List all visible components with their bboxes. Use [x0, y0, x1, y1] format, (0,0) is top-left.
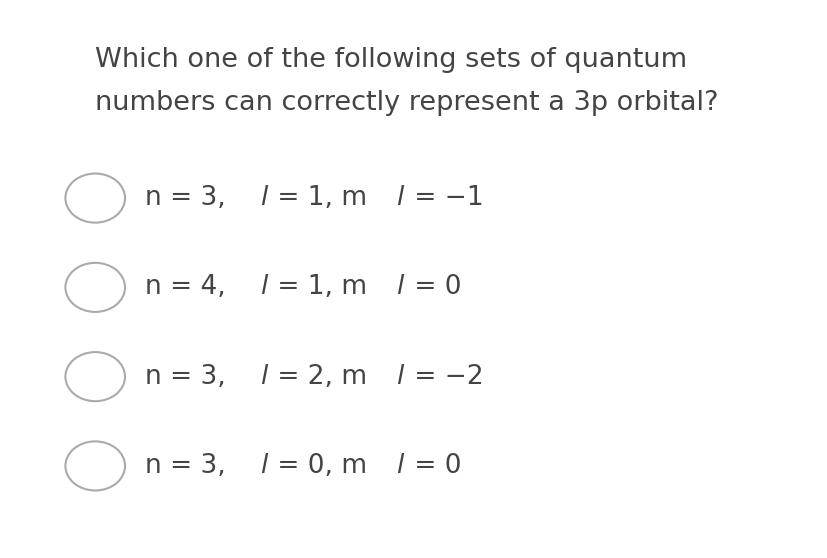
- Text: = 0: = 0: [405, 453, 461, 479]
- Text: = 0, m: = 0, m: [269, 453, 367, 479]
- Text: l: l: [395, 275, 403, 300]
- Text: l: l: [260, 364, 267, 389]
- Text: = −1: = −1: [405, 185, 483, 211]
- Text: Which one of the following sets of quantum: Which one of the following sets of quant…: [95, 47, 686, 74]
- Text: n = 3,: n = 3,: [145, 453, 234, 479]
- Text: n = 3,: n = 3,: [145, 185, 234, 211]
- Text: numbers can correctly represent a 3p orbital?: numbers can correctly represent a 3p orb…: [95, 90, 718, 117]
- Text: = 2, m: = 2, m: [269, 364, 367, 389]
- Text: l: l: [260, 453, 267, 479]
- Text: l: l: [260, 275, 267, 300]
- Text: n = 4,: n = 4,: [145, 275, 234, 300]
- Text: l: l: [260, 185, 267, 211]
- Text: = 1, m: = 1, m: [269, 185, 367, 211]
- Text: l: l: [395, 364, 403, 389]
- Text: = −2: = −2: [405, 364, 483, 389]
- Text: = 1, m: = 1, m: [269, 275, 367, 300]
- Text: = 0: = 0: [405, 275, 461, 300]
- Text: n = 3,: n = 3,: [145, 364, 234, 389]
- Text: l: l: [395, 185, 403, 211]
- Text: l: l: [395, 453, 403, 479]
